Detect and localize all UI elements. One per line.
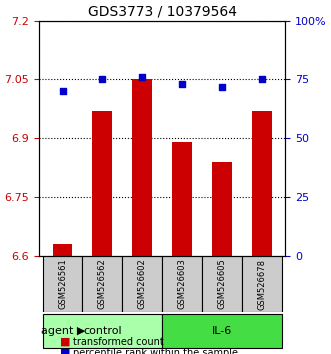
FancyBboxPatch shape	[242, 256, 281, 312]
Point	[100, 77, 105, 82]
Title: GDS3773 / 10379564: GDS3773 / 10379564	[88, 4, 237, 18]
Text: control: control	[83, 326, 122, 336]
Text: GSM526678: GSM526678	[257, 258, 266, 309]
Bar	[53, 244, 72, 256]
Bar	[92, 111, 112, 256]
Text: ■: ■	[60, 348, 70, 354]
FancyBboxPatch shape	[43, 256, 82, 312]
Text: percentile rank within the sample: percentile rank within the sample	[73, 348, 238, 354]
Bar	[132, 80, 152, 256]
Text: GSM526605: GSM526605	[217, 259, 226, 309]
Point	[139, 74, 145, 80]
Bar	[212, 162, 232, 256]
FancyBboxPatch shape	[122, 256, 162, 312]
Point	[179, 81, 185, 87]
Text: GSM526562: GSM526562	[98, 259, 107, 309]
FancyBboxPatch shape	[43, 314, 162, 348]
Point	[219, 84, 224, 89]
Text: agent ▶: agent ▶	[41, 326, 85, 336]
FancyBboxPatch shape	[202, 256, 242, 312]
Text: transformed count: transformed count	[73, 337, 164, 347]
Text: GSM526602: GSM526602	[138, 259, 147, 309]
Point	[60, 88, 65, 94]
FancyBboxPatch shape	[162, 314, 281, 348]
Point	[259, 77, 264, 82]
Bar	[172, 142, 192, 256]
Bar	[252, 111, 271, 256]
Text: GSM526561: GSM526561	[58, 259, 67, 309]
Text: GSM526603: GSM526603	[177, 258, 186, 309]
FancyBboxPatch shape	[162, 256, 202, 312]
Text: IL-6: IL-6	[212, 326, 232, 336]
FancyBboxPatch shape	[82, 256, 122, 312]
Text: ■: ■	[60, 337, 70, 347]
